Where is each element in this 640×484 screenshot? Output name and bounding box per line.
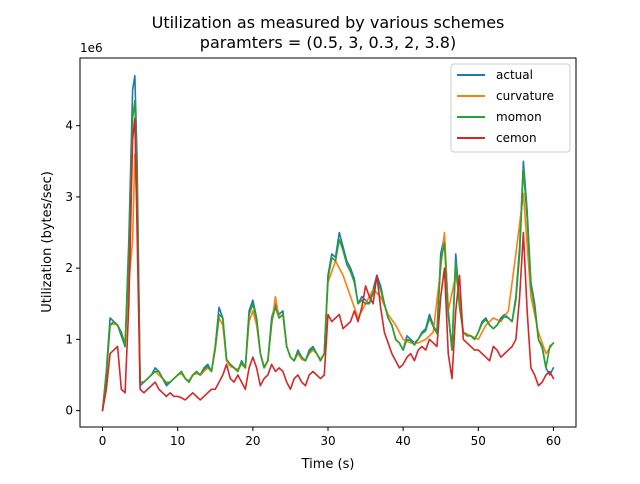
y-offset-text: 1e6 bbox=[80, 41, 103, 55]
legend-label-actual: actual bbox=[496, 68, 533, 82]
y-axis-ticks: 0 1 2 3 4 bbox=[65, 119, 80, 418]
y-axis-label: Utilization (bytes/sec) bbox=[40, 171, 55, 313]
series-line-cemon bbox=[101, 117, 555, 412]
y-tick-label: 3 bbox=[65, 190, 73, 204]
x-tick-label: 0 bbox=[99, 434, 107, 448]
legend-label-momon: momon bbox=[496, 110, 542, 124]
x-tick-label: 60 bbox=[546, 434, 561, 448]
y-tick-label: 4 bbox=[65, 119, 73, 133]
legend-label-cemon: cemon bbox=[496, 131, 537, 145]
chart-title: Utilization as measured by various schem… bbox=[152, 13, 505, 32]
series-line-momon bbox=[101, 99, 555, 412]
legend: actual curvature momon cemon bbox=[450, 63, 571, 153]
x-tick-label: 30 bbox=[320, 434, 335, 448]
legend-box bbox=[450, 63, 571, 153]
legend-label-curvature: curvature bbox=[496, 89, 554, 103]
y-tick-label: 2 bbox=[65, 261, 73, 275]
y-tick-label: 0 bbox=[65, 404, 73, 418]
x-tick-label: 20 bbox=[245, 434, 260, 448]
x-axis-label: Time (s) bbox=[301, 457, 355, 472]
series-layer bbox=[101, 75, 555, 412]
y-tick-label: 1 bbox=[65, 332, 73, 346]
x-axis-ticks: 0 10 20 30 40 50 60 bbox=[99, 427, 561, 448]
legend-items: actual curvature momon cemon bbox=[457, 68, 554, 145]
x-tick-label: 40 bbox=[396, 434, 411, 448]
x-tick-label: 50 bbox=[471, 434, 486, 448]
chart-subtitle: paramters = (0.5, 3, 0.3, 2, 3.8) bbox=[200, 33, 456, 52]
x-tick-label: 10 bbox=[170, 434, 185, 448]
